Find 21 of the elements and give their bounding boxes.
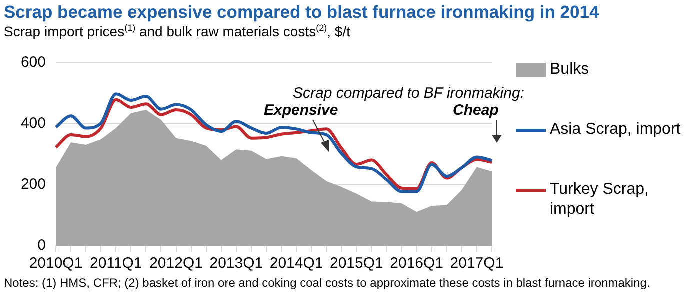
x-tick-label: 2014Q1: [270, 255, 324, 272]
x-tick-label: 2015Q1: [330, 255, 384, 272]
text: Notes: (1) HMS, CFR; (2) basket of iron ore and coking coal costs to approximate these costs in blast furnace ironmaking.: [4, 276, 652, 290]
x-tick-label: 2010Q1: [29, 255, 83, 272]
chart-subtitle: Scrap import prices$^{(1)}$ and bulk raw materials costs$^{(2)}$, $/t: [4, 23, 350, 40]
y-tick-label: 600: [20, 54, 46, 72]
annotation: Cheap: [453, 102, 499, 119]
legend-label: Turkey Scrap, import: [550, 180, 650, 220]
y-tick-label: 400: [20, 115, 46, 132]
chart-title: Scrap became expensive compared to blast furnace ironmaking in 2014: [4, 2, 600, 23]
x-tick-label: 2011Q1: [90, 255, 142, 272]
x-tick-label: 2016Q1: [390, 255, 444, 272]
annotation: Scrap compared to BF ironmaking:: [293, 85, 524, 102]
x-tick-label: 2012Q1: [150, 255, 203, 272]
y-tick-label: 200: [20, 176, 46, 194]
annotation: Expensive: [264, 102, 338, 119]
legend-label: Bulks: [550, 60, 590, 80]
x-tick-label: 2013Q1: [210, 255, 264, 272]
legend-label: Asia Scrap, import: [550, 120, 682, 140]
x-tick-label: 2017Q1: [450, 255, 504, 272]
y-tick-label: 0: [38, 237, 46, 254]
